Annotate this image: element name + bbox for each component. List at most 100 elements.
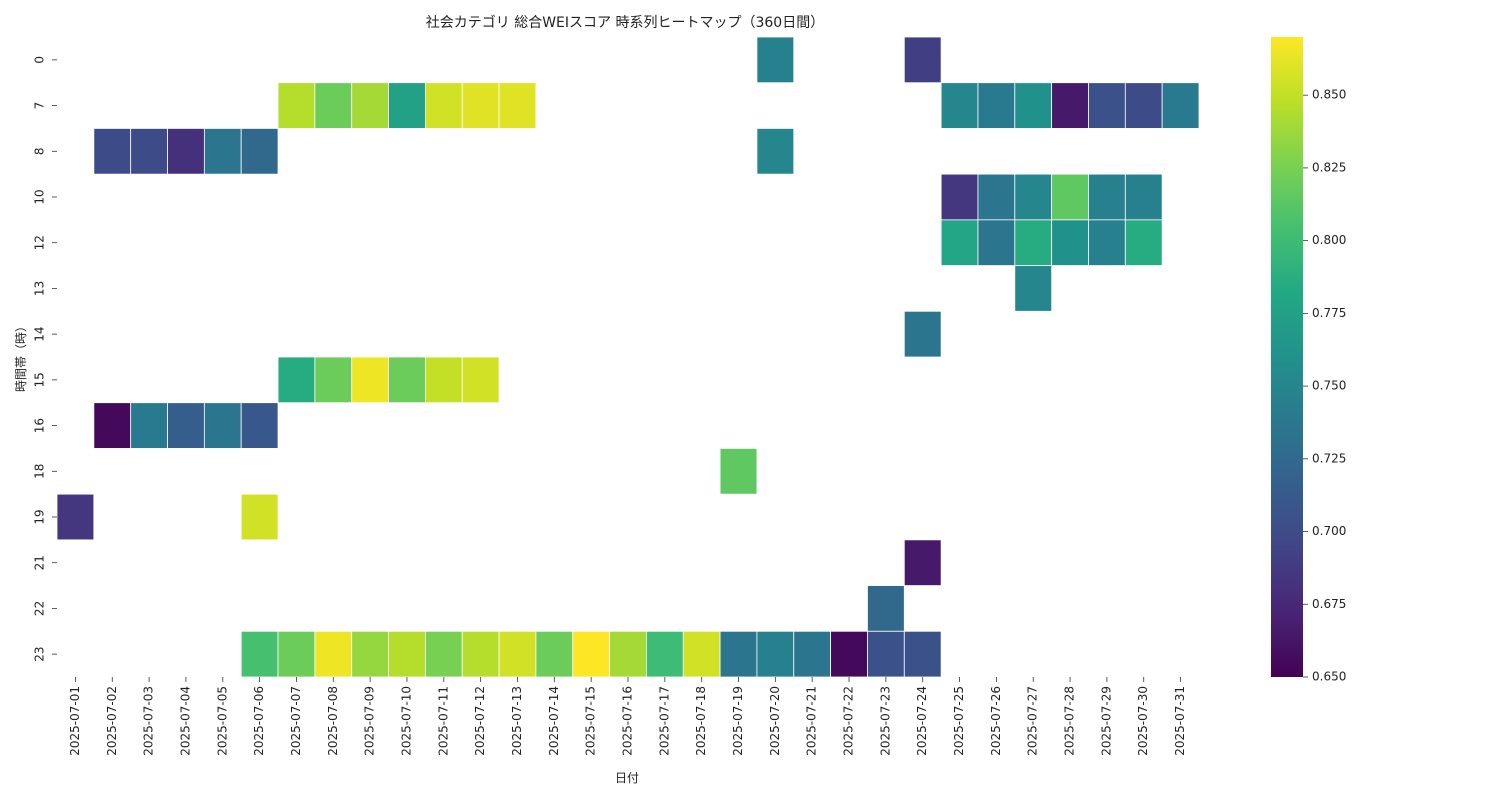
- x-tick-label: 2025-07-06: [252, 686, 266, 756]
- heatmap-cell: [1124, 219, 1163, 266]
- heatmap-cell: [830, 630, 868, 678]
- heatmap-cell: [167, 128, 205, 175]
- heatmap-cell: [498, 630, 537, 678]
- heatmap-cell: [1014, 265, 1053, 312]
- x-tick-label: 2025-07-18: [694, 686, 708, 756]
- x-tick-label: 2025-07-28: [1063, 686, 1077, 756]
- heatmap-cell: [977, 82, 1016, 129]
- y-axis-ticks: 0 7 8 10 12 13 14 15 16 18 19 21 22 23: [33, 56, 57, 662]
- heatmap-cell: [1161, 82, 1200, 129]
- x-tick-label: 2025-07-19: [731, 686, 745, 756]
- heatmap-cell: [388, 630, 426, 678]
- x-tick-label: 2025-07-05: [215, 686, 229, 756]
- heatmap-cell: [1014, 219, 1053, 266]
- heatmap-cell: [609, 630, 647, 678]
- heatmap-cell: [56, 493, 95, 541]
- heatmap-cell: [940, 219, 979, 266]
- heatmap-cell: [240, 402, 279, 449]
- heatmap-cell: [203, 128, 242, 175]
- heatmap-cell: [756, 36, 795, 84]
- x-tick-label: 2025-07-26: [989, 686, 1003, 756]
- heatmap-cell: [1051, 219, 1089, 266]
- colorbar-tick-label: 0.675: [1312, 597, 1346, 611]
- y-tick-label: 22: [33, 601, 47, 616]
- heatmap-cell: [461, 630, 500, 678]
- y-tick-label: 0: [33, 56, 47, 64]
- heatmap-cell: [867, 585, 905, 632]
- heatmap-cell: [277, 82, 316, 129]
- y-tick-label: 18: [33, 464, 47, 479]
- heatmap-cells: [56, 36, 1200, 678]
- heatmap-cell: [719, 630, 758, 678]
- y-tick-label: 10: [33, 189, 47, 204]
- y-tick-label: 7: [33, 102, 47, 110]
- colorbar-tick-label: 0.850: [1312, 88, 1346, 102]
- heatmap-cell: [1088, 173, 1126, 221]
- heatmap-cell: [940, 82, 979, 129]
- x-tick-label: 2025-07-12: [473, 686, 487, 756]
- heatmap-cell: [240, 630, 279, 678]
- x-tick-label: 2025-07-09: [363, 686, 377, 756]
- heatmap-cell: [977, 219, 1016, 266]
- y-tick-label: 19: [33, 509, 47, 524]
- heatmap-cell: [572, 630, 610, 678]
- y-tick-label: 14: [33, 327, 47, 342]
- x-tick-label: 2025-07-03: [142, 686, 156, 756]
- y-axis-label: 時間帯（時）: [14, 320, 28, 392]
- heatmap-cell: [461, 356, 500, 404]
- heatmap-cell: [903, 36, 942, 84]
- heatmap-cell: [1124, 173, 1163, 221]
- heatmap-cell: [1088, 219, 1126, 266]
- heatmap-cell: [977, 173, 1016, 221]
- colorbar-tick-label: 0.725: [1312, 451, 1346, 465]
- x-tick-label: 2025-07-25: [952, 686, 966, 756]
- x-tick-label: 2025-07-21: [805, 686, 819, 756]
- x-tick-label: 2025-07-11: [436, 686, 450, 756]
- heatmap-cell: [682, 630, 721, 678]
- x-tick-label: 2025-07-23: [878, 686, 892, 756]
- heatmap-cell: [130, 402, 168, 449]
- colorbar-tick-label: 0.825: [1312, 160, 1346, 174]
- x-tick-label: 2025-07-14: [547, 686, 561, 756]
- heatmap-cell: [1124, 82, 1163, 129]
- heatmap-cell: [498, 82, 537, 129]
- heatmap-cell: [1014, 173, 1053, 221]
- y-tick-label: 21: [33, 555, 47, 570]
- heatmap-cell: [203, 402, 242, 449]
- heatmap-cell: [940, 173, 979, 221]
- y-tick-label: 8: [33, 147, 47, 155]
- heatmap-cell: [867, 630, 905, 678]
- x-tick-label: 2025-07-17: [657, 686, 671, 756]
- heatmap-cell: [1088, 82, 1126, 129]
- heatmap-cell: [240, 493, 279, 541]
- heatmap-cell: [1051, 82, 1089, 129]
- heatmap-cell: [424, 356, 463, 404]
- colorbar-tick-label: 0.650: [1312, 670, 1346, 684]
- x-tick-label: 2025-07-31: [1173, 686, 1187, 756]
- heatmap-cell: [388, 356, 426, 404]
- heatmap-cell: [903, 539, 942, 586]
- colorbar-tick-label: 0.750: [1312, 379, 1346, 393]
- x-tick-label: 2025-07-16: [621, 686, 635, 756]
- heatmap-cell: [351, 630, 389, 678]
- y-tick-label: 16: [33, 418, 47, 433]
- heatmap-cell: [167, 402, 205, 449]
- y-tick-label: 23: [33, 647, 47, 662]
- x-axis-label: 日付: [615, 771, 639, 785]
- y-tick-label: 13: [33, 281, 47, 296]
- x-tick-label: 2025-07-22: [842, 686, 856, 756]
- heatmap-cell: [351, 356, 389, 404]
- chart-title: 社会カテゴリ 総合WEIスコア 時系列ヒートマップ（360日間）: [426, 14, 824, 31]
- heatmap-cell: [93, 402, 132, 449]
- heatmap-cell: [719, 448, 758, 495]
- heatmap-cell: [351, 82, 389, 129]
- heatmap-cell: [903, 630, 942, 678]
- heatmap-cell: [277, 356, 316, 404]
- colorbar-tick-label: 0.775: [1312, 306, 1346, 320]
- x-tick-label: 2025-07-15: [584, 686, 598, 756]
- heatmap-cell: [388, 82, 426, 129]
- heatmap-cell: [314, 630, 353, 678]
- heatmap-cell: [240, 128, 279, 175]
- heatmap-cell: [424, 630, 463, 678]
- y-tick-label: 12: [33, 235, 47, 250]
